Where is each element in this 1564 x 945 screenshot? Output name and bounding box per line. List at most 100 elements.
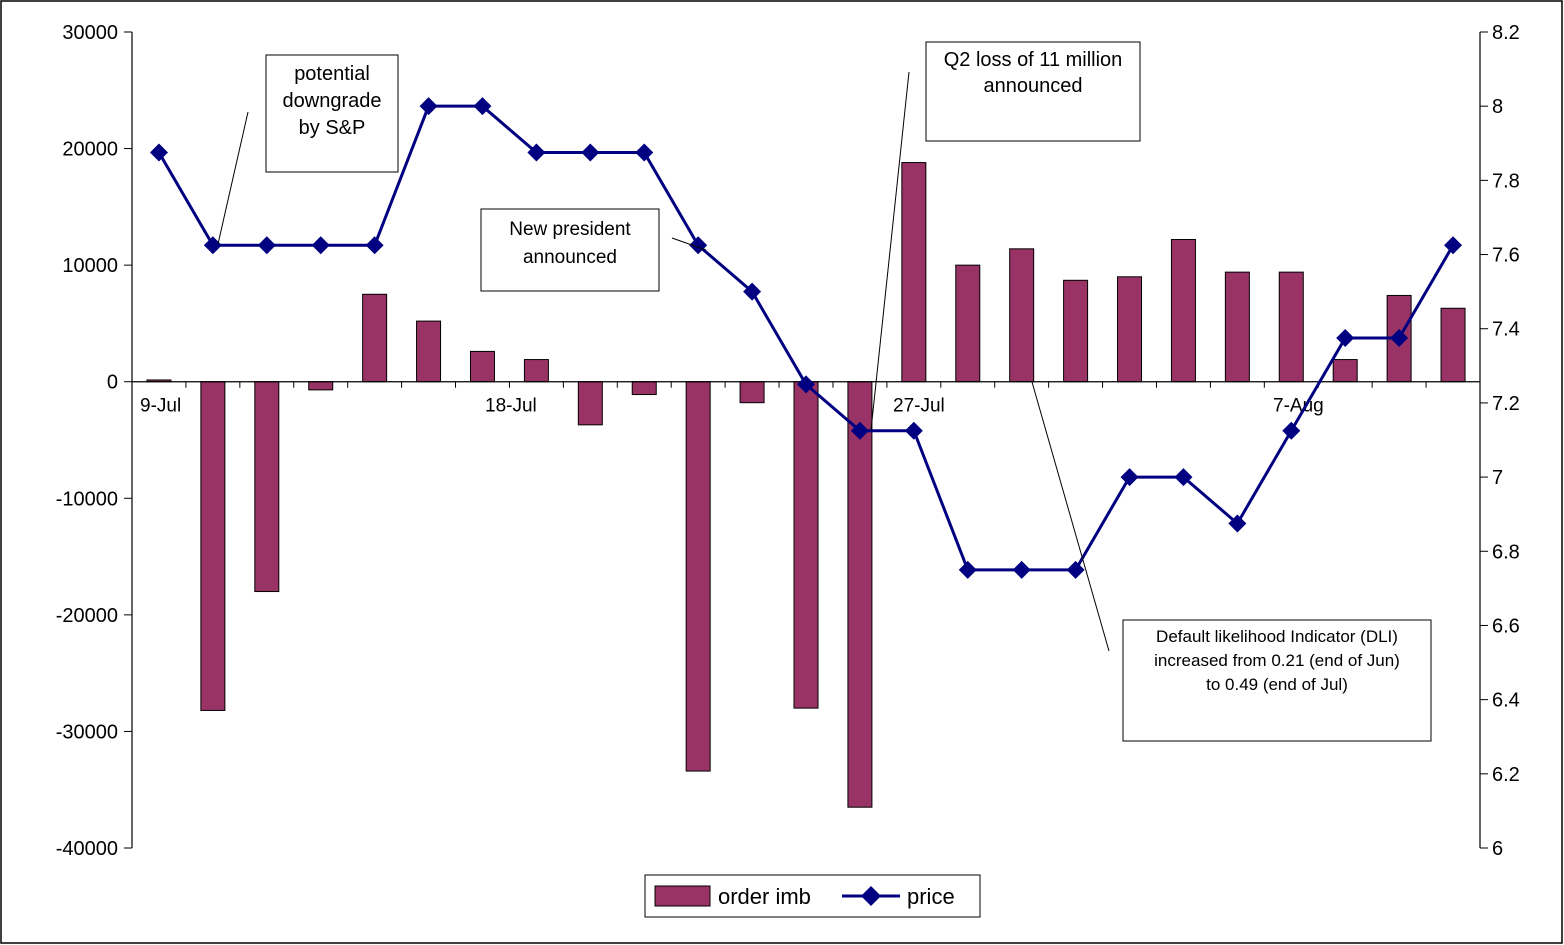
annotation-box xyxy=(480,208,660,292)
date-labels: 9-Jul 18-Jul 27-Jul 7-Aug xyxy=(140,396,1324,417)
annotation-leader xyxy=(1031,381,1110,652)
order-imb-bar xyxy=(1332,359,1358,383)
order-imb-bar xyxy=(1224,271,1250,383)
order-imb-bar xyxy=(200,381,226,711)
right-tick-label: 6.2 xyxy=(1492,764,1520,786)
right-tick-label: 6.8 xyxy=(1492,541,1520,563)
price-marker xyxy=(689,236,708,255)
annotation-text: Q2 loss of 11 million xyxy=(944,49,1123,71)
order-imb-bar xyxy=(1063,279,1089,383)
order-imb-bar xyxy=(362,293,388,383)
price-marker xyxy=(904,421,923,440)
order-imb-bar xyxy=(739,381,765,404)
legend: order imb price xyxy=(644,874,981,918)
order-imb-bar xyxy=(416,320,442,383)
price-marker xyxy=(1282,421,1301,440)
right-tick-label: 7.4 xyxy=(1492,319,1520,341)
left-tick-label: 30000 xyxy=(62,22,118,44)
order-imb-bar xyxy=(685,381,711,772)
order-imb-bar xyxy=(847,381,873,808)
price-marker xyxy=(1066,560,1085,579)
legend-label-price: price xyxy=(907,884,955,909)
legend-label-order-imb: order imb xyxy=(718,884,811,909)
price-line xyxy=(149,97,1463,579)
annotations: potential downgrade by S&P Q2 loss of 11 mi… xyxy=(217,41,1432,742)
legend-swatch-order-imb xyxy=(654,885,711,907)
right-tick-label: 8.2 xyxy=(1492,22,1520,44)
right-axis: 8.2 8 7.8 7.6 7.4 7.2 7 6.8 6.6 6.4 6.2 6 xyxy=(1480,22,1520,860)
order-imb-bar xyxy=(523,359,549,383)
order-imb-bars xyxy=(146,162,1466,808)
right-tick-label: 6.4 xyxy=(1492,690,1520,712)
price-marker xyxy=(203,236,222,255)
order-imb-bar xyxy=(577,381,603,426)
left-tick-label: 0 xyxy=(107,372,118,394)
left-tick-label: 20000 xyxy=(62,139,118,161)
price-marker xyxy=(743,282,762,301)
left-tick-label: -30000 xyxy=(56,721,118,743)
right-tick-label: 7.2 xyxy=(1492,393,1520,415)
date-label: 27-Jul xyxy=(893,396,945,417)
price-marker xyxy=(635,143,654,162)
annotation-box xyxy=(265,54,399,173)
price-marker xyxy=(958,560,977,579)
annotation-box xyxy=(1122,619,1432,742)
left-axis: 30000 20000 10000 0 -10000 -20000 -30000 -40000 xyxy=(56,22,132,860)
left-tick-label: -40000 xyxy=(56,838,118,860)
annotation-text: potential xyxy=(294,63,370,85)
price-marker xyxy=(365,236,384,255)
annotation-text: by S&P xyxy=(299,117,366,139)
order-imb-bar xyxy=(1278,271,1304,383)
annotation-text: increased from 0.21 (end of Jun) xyxy=(1154,651,1400,670)
price-marker xyxy=(419,97,438,116)
date-label: 7-Aug xyxy=(1273,396,1324,417)
order-imb-bar xyxy=(1117,276,1143,383)
annotation-leader xyxy=(870,71,910,431)
price-marker xyxy=(527,143,546,162)
annotation-text: downgrade xyxy=(283,90,382,112)
order-imb-bar xyxy=(901,162,927,383)
price-marker xyxy=(311,236,330,255)
right-tick-label: 7 xyxy=(1492,467,1503,489)
annotation-text: to 0.49 (end of Jul) xyxy=(1206,675,1348,694)
price-marker xyxy=(1390,329,1409,347)
price-marker xyxy=(797,375,815,394)
left-tick-label: 10000 xyxy=(62,255,118,277)
order-imb-bar xyxy=(631,381,657,396)
price-marker xyxy=(1120,468,1139,487)
price-marker xyxy=(1336,329,1355,347)
order-imb-bar xyxy=(1440,307,1466,383)
price-marker xyxy=(257,236,276,255)
price-marker xyxy=(1444,236,1463,255)
order-imb-bar xyxy=(469,350,495,383)
order-imb-bar xyxy=(254,381,280,593)
right-tick-label: 6.6 xyxy=(1492,615,1520,637)
price-marker xyxy=(1174,468,1193,487)
right-tick-label: 8 xyxy=(1492,96,1503,118)
price-marker xyxy=(473,97,492,116)
legend-marker-price xyxy=(861,886,881,906)
annotation-box xyxy=(925,41,1141,142)
price-marker xyxy=(850,421,869,440)
order-imb-bar xyxy=(955,264,981,383)
price-marker xyxy=(1228,514,1247,533)
right-tick-label: 7.6 xyxy=(1492,245,1520,267)
order-imb-bar xyxy=(1170,238,1196,383)
price-marker xyxy=(149,143,168,162)
annotation-text: New president xyxy=(509,219,631,240)
right-tick-label: 6 xyxy=(1492,838,1503,860)
annotation-leader xyxy=(217,111,249,245)
date-label: 9-Jul xyxy=(140,396,181,417)
annotation-text: announced xyxy=(984,75,1083,97)
date-label: 18-Jul xyxy=(485,396,537,417)
left-tick-label: -10000 xyxy=(56,488,118,510)
order-imb-bar xyxy=(1009,248,1035,383)
price-marker xyxy=(581,143,600,162)
right-tick-label: 7.8 xyxy=(1492,170,1520,192)
price-marker xyxy=(1012,560,1031,579)
annotation-text: Default likelihood Indicator (DLI) xyxy=(1156,627,1398,646)
annotation-leader xyxy=(671,237,707,251)
order-imb-bar xyxy=(793,381,819,709)
